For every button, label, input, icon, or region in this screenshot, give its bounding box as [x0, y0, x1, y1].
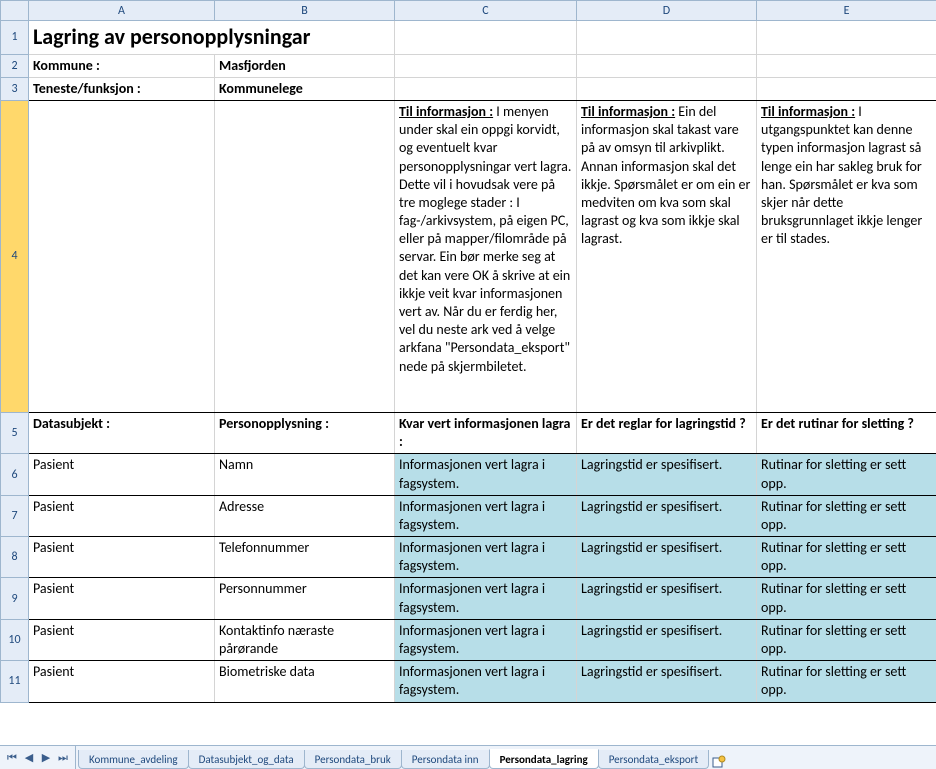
kommune-value[interactable]: Masfjorden	[215, 54, 395, 77]
cell[interactable]: Pasient	[29, 578, 215, 619]
cell-D2[interactable]	[577, 54, 757, 77]
col-header-A[interactable]: A	[29, 1, 215, 21]
sheet-tab-bar: ⏮ ◀ ▶ ⏭ Kommune_avdeling Datasubjekt_og_…	[0, 745, 936, 769]
tab-nav-first-icon[interactable]: ⏮	[4, 750, 20, 766]
cell[interactable]: Lagringstid er spesifisert.	[577, 454, 757, 495]
cell-A4[interactable]	[29, 100, 215, 412]
table-row: 7 Pasient Adresse Informasjonen vert lag…	[1, 495, 936, 536]
cell-E1[interactable]	[757, 21, 936, 55]
info-cell-E[interactable]: Til informasjon : I utgangspunktet kan d…	[757, 100, 936, 412]
cell[interactable]: Lagringstid er spesifisert.	[577, 661, 757, 702]
cell-E3[interactable]	[757, 77, 936, 100]
row-header-11[interactable]: 11	[1, 661, 29, 702]
table-row: 11 Pasient Biometriske data Informasjone…	[1, 661, 936, 702]
col-header-D[interactable]: D	[577, 1, 757, 21]
cell-C1[interactable]	[395, 21, 577, 55]
row-header-10[interactable]: 10	[1, 619, 29, 660]
cell[interactable]: Informasjonen vert lagra i fagsystem.	[395, 495, 577, 536]
sheet-tab-active[interactable]: Persondata_lagring	[489, 749, 599, 769]
sheet-tab[interactable]: Persondata inn	[401, 750, 490, 769]
cell[interactable]: Pasient	[29, 454, 215, 495]
sheet-tabs: Kommune_avdeling Datasubjekt_og_data Per…	[76, 746, 730, 769]
col-header-E[interactable]: E	[757, 1, 936, 21]
teneste-label[interactable]: Teneste/funksjon :	[29, 77, 215, 100]
cell[interactable]: Informasjonen vert lagra i fagsystem.	[395, 537, 577, 578]
cell[interactable]: Telefonnummer	[215, 537, 395, 578]
info-prefix-e: Til informasjon :	[761, 103, 855, 120]
cell[interactable]: Rutinar for sletting er sett opp.	[757, 661, 936, 702]
info-cell-D[interactable]: Til informasjon : Ein del informasjon sk…	[577, 100, 757, 412]
cell[interactable]: Personnummer	[215, 578, 395, 619]
header-D[interactable]: Er det reglar for lagringstid ?	[577, 412, 757, 453]
row-header-2[interactable]: 2	[1, 54, 29, 77]
title-cell[interactable]: Lagring av personopplysningar	[29, 21, 395, 55]
info-prefix-d: Til informasjon :	[581, 103, 675, 120]
sheet-tab[interactable]: Persondata_bruk	[304, 750, 402, 769]
info-body-d: Ein del informasjon skal takast vare på …	[581, 103, 754, 247]
sheet-tab[interactable]: Persondata_eksport	[598, 750, 709, 769]
cell[interactable]: Lagringstid er spesifisert.	[577, 537, 757, 578]
table-row: 10 Pasient Kontaktinfo næraste pårørande…	[1, 619, 936, 660]
info-prefix-c: Til informasjon :	[399, 103, 493, 120]
table-row: 8 Pasient Telefonnummer Informasjonen ve…	[1, 537, 936, 578]
tab-nav-prev-icon[interactable]: ◀	[21, 750, 37, 766]
cell-B4[interactable]	[215, 100, 395, 412]
cell[interactable]: Pasient	[29, 537, 215, 578]
row-header-8[interactable]: 8	[1, 537, 29, 578]
row-header-1[interactable]: 1	[1, 21, 29, 55]
kommune-label[interactable]: Kommune :	[29, 54, 215, 77]
row-header-9[interactable]: 9	[1, 578, 29, 619]
cell[interactable]: Lagringstid er spesifisert.	[577, 495, 757, 536]
header-A[interactable]: Datasubjekt :	[29, 412, 215, 453]
header-B[interactable]: Personopplysning :	[215, 412, 395, 453]
cell[interactable]: Lagringstid er spesifisert.	[577, 578, 757, 619]
info-body-c: I menyen under skal ein oppgi korvidt, o…	[399, 103, 575, 375]
header-C[interactable]: Kvar vert informasjonen lagra :	[395, 412, 577, 453]
cell-D1[interactable]	[577, 21, 757, 55]
table-row: 9 Pasient Personnummer Informasjonen ver…	[1, 578, 936, 619]
header-E[interactable]: Er det rutinar for sletting ?	[757, 412, 936, 453]
select-all-corner[interactable]	[1, 1, 29, 21]
row-header-3[interactable]: 3	[1, 77, 29, 100]
teneste-value[interactable]: Kommunelege	[215, 77, 395, 100]
cell[interactable]: Informasjonen vert lagra i fagsystem.	[395, 578, 577, 619]
cell[interactable]: Rutinar for sletting er sett opp.	[757, 578, 936, 619]
tab-nav-next-icon[interactable]: ▶	[38, 750, 54, 766]
cell[interactable]: Rutinar for sletting er sett opp.	[757, 537, 936, 578]
cell-D3[interactable]	[577, 77, 757, 100]
sheet-tab[interactable]: Kommune_avdeling	[78, 750, 189, 769]
sheet-tab[interactable]: Datasubjekt_og_data	[188, 750, 305, 769]
cell[interactable]: Informasjonen vert lagra i fagsystem.	[395, 454, 577, 495]
cell[interactable]: Informasjonen vert lagra i fagsystem.	[395, 619, 577, 660]
cell[interactable]: Rutinar for sletting er sett opp.	[757, 454, 936, 495]
grid-table: A B C D E 1 Lagring av personopplysninga…	[0, 0, 936, 703]
table-row: 6 Pasient Namn Informasjonen vert lagra …	[1, 454, 936, 495]
cell-C2[interactable]	[395, 54, 577, 77]
spreadsheet-grid[interactable]: A B C D E 1 Lagring av personopplysninga…	[0, 0, 936, 745]
cell[interactable]: Lagringstid er spesifisert.	[577, 619, 757, 660]
cell[interactable]: Informasjonen vert lagra i fagsystem.	[395, 661, 577, 702]
row-header-4[interactable]: 4	[1, 100, 29, 412]
info-body-e: I utgangspunktet kan denne typen informa…	[761, 103, 925, 247]
col-header-B[interactable]: B	[215, 1, 395, 21]
cell[interactable]: Rutinar for sletting er sett opp.	[757, 495, 936, 536]
cell-C3[interactable]	[395, 77, 577, 100]
tab-nav-buttons: ⏮ ◀ ▶ ⏭	[0, 746, 76, 769]
cell-E2[interactable]	[757, 54, 936, 77]
col-header-C[interactable]: C	[395, 1, 577, 21]
cell[interactable]: Adresse	[215, 495, 395, 536]
tab-nav-last-icon[interactable]: ⏭	[55, 750, 71, 766]
row-header-5[interactable]: 5	[1, 412, 29, 453]
cell[interactable]: Namn	[215, 454, 395, 495]
cell[interactable]: Pasient	[29, 495, 215, 536]
cell[interactable]: Rutinar for sletting er sett opp.	[757, 619, 936, 660]
cell[interactable]: Kontaktinfo næraste pårørande	[215, 619, 395, 660]
cell[interactable]: Pasient	[29, 661, 215, 702]
row-header-6[interactable]: 6	[1, 454, 29, 495]
row-header-7[interactable]: 7	[1, 495, 29, 536]
insert-sheet-icon[interactable]	[708, 755, 730, 769]
cell[interactable]: Biometriske data	[215, 661, 395, 702]
info-cell-C[interactable]: Til informasjon : I menyen under skal ei…	[395, 100, 577, 412]
cell[interactable]: Pasient	[29, 619, 215, 660]
